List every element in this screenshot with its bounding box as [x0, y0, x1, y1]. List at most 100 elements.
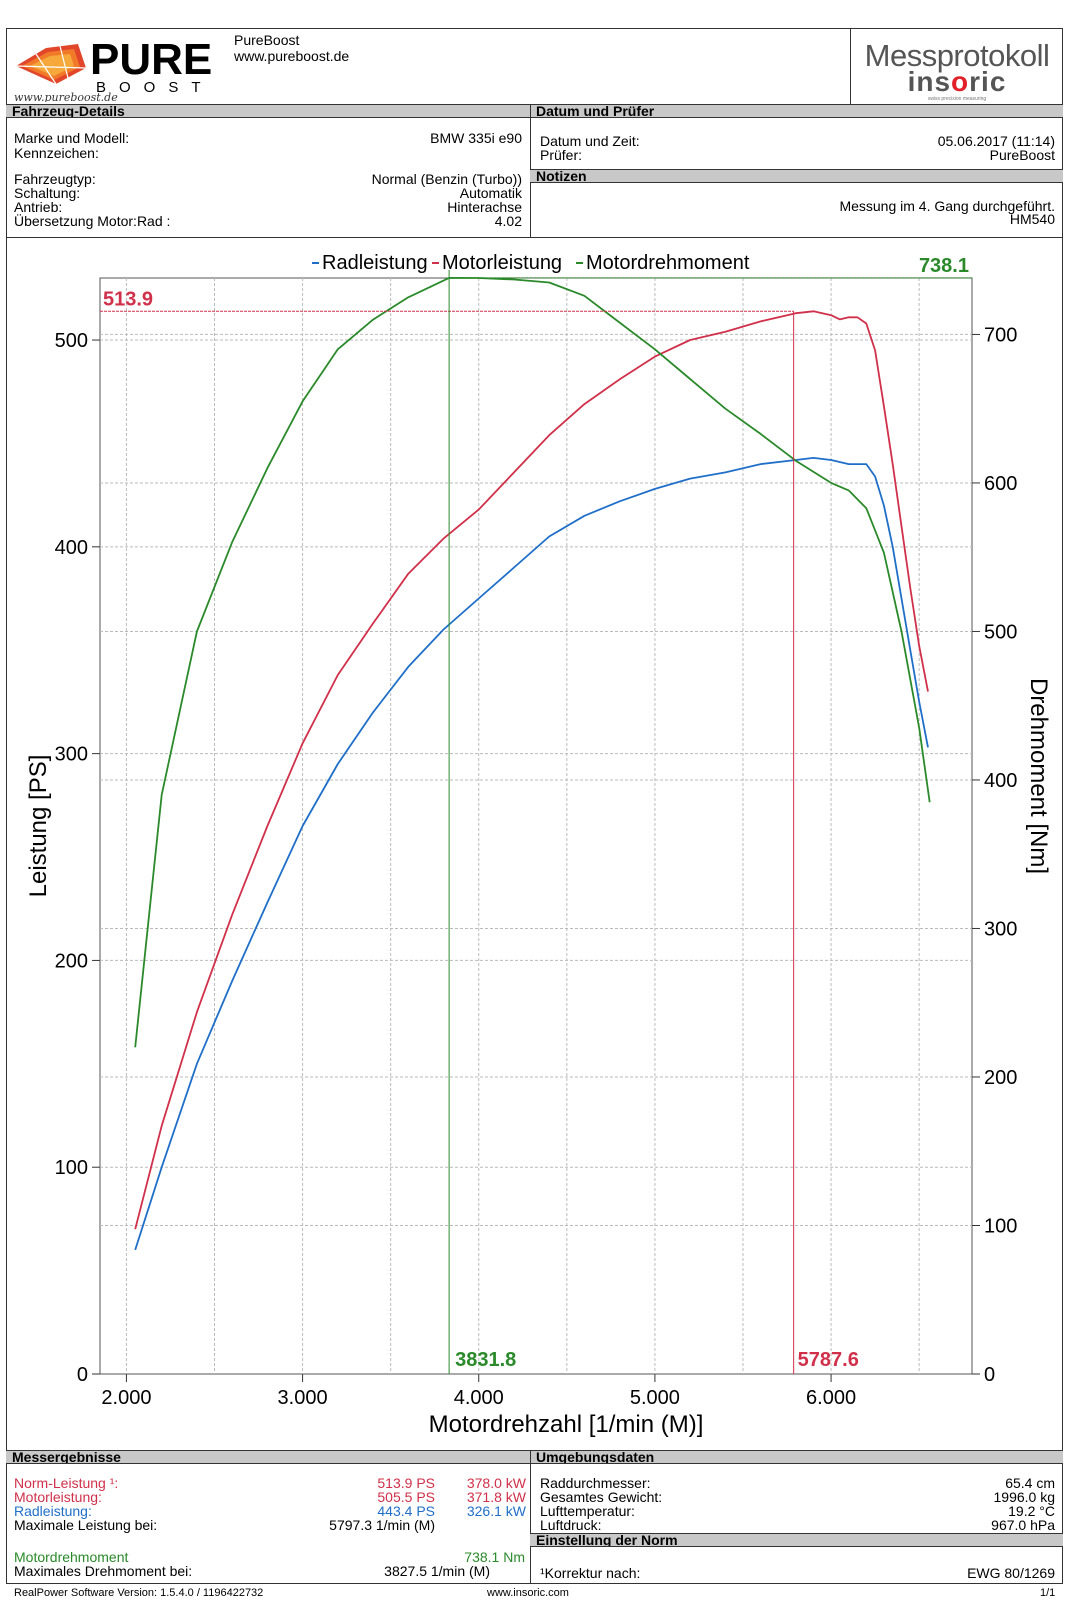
- result-ps: 5797.3 1/min (M): [329, 1517, 435, 1533]
- examiner-value: PureBoost: [989, 147, 1055, 163]
- notes-line-2: HM540: [1009, 211, 1055, 227]
- vehicle-value: BMW 335i e90: [430, 130, 522, 146]
- divider: [530, 1450, 531, 1584]
- x-tick-label: 2.000: [101, 1387, 151, 1409]
- dyno-chart: 2.000 3.000 4.000 5.000 6.000 0 100 200 300 400 50…: [25, 252, 1052, 1438]
- norm-label: ¹Korrektur nach:: [540, 1565, 641, 1581]
- y-tick-label: 200: [55, 950, 88, 972]
- environment-value: 65.4 cm: [1005, 1475, 1055, 1491]
- environment-label: Raddurchmesser:: [540, 1475, 651, 1491]
- y2-tick-label: 0: [984, 1364, 995, 1386]
- result-label: Radleistung:: [14, 1503, 92, 1519]
- y2-tick-label: 300: [984, 918, 1017, 940]
- logo-script: www.pureboost.de: [14, 91, 118, 102]
- environment-label: Luftdruck:: [540, 1517, 602, 1533]
- examiner-label: Datum und Zeit:: [540, 133, 640, 149]
- results-section-title: Messergebnisse: [6, 1450, 530, 1464]
- vehicle-label: Antrieb:: [14, 199, 63, 215]
- examiner-section-title: Datum und Prüfer: [530, 104, 1063, 118]
- y2-tick-label: 100: [984, 1215, 1017, 1237]
- vehicle-label: Marke und Modell:: [14, 130, 130, 146]
- result-label: Maximale Leistung bei:: [14, 1517, 158, 1533]
- torque-label: Motordrehmoment: [14, 1549, 129, 1565]
- company-url[interactable]: www.pureboost.de: [234, 48, 350, 64]
- max-power-label: 513.9: [103, 288, 153, 310]
- vehicle-section-title: Fahrzeug-Details: [6, 104, 530, 118]
- max-torque-label: 738.1: [919, 255, 969, 277]
- environment-label: Lufttemperatur:: [540, 1503, 635, 1519]
- series-line-radleistung: [134, 456, 929, 1251]
- footer-software-version: RealPower Software Version: 1.5.4.0 / 11…: [14, 1587, 264, 1599]
- vehicle-value: Hinterachse: [447, 199, 522, 215]
- y-tick-label: 0: [77, 1364, 88, 1386]
- examiner-label: Prüfer:: [540, 147, 583, 163]
- y2-tick-label: 700: [984, 324, 1017, 346]
- y-axis-title: Leistung [PS]: [25, 755, 52, 898]
- x-tick-label: 3.000: [278, 1387, 328, 1409]
- insoric-tagline: swiss precision measuring: [927, 96, 987, 102]
- max-torque-rpm-label: 3831.8: [455, 1349, 516, 1371]
- y-tick-label: 400: [55, 537, 88, 559]
- legend-entry: Motorleistung: [442, 252, 562, 274]
- pureboost-logo: PURE BOOST www.pureboost.de: [14, 35, 214, 102]
- y-tick-label: 300: [55, 744, 88, 766]
- vehicle-label: Übersetzung Motor:Rad :: [14, 213, 171, 229]
- company-name: PureBoost: [234, 32, 300, 48]
- company-info: PureBoost www.pureboost.de: [234, 32, 349, 64]
- vehicle-label: Fahrzeugtyp:: [14, 171, 96, 187]
- environment-value: 19.2 °C: [1008, 1503, 1055, 1519]
- environment-value: 967.0 hPa: [991, 1517, 1055, 1533]
- examiner-value: 05.06.2017 (11:14): [937, 133, 1055, 149]
- y-tick-label: 100: [55, 1157, 88, 1179]
- legend-entry: Motordrehmoment: [586, 252, 750, 274]
- series-line-motorleistung: [134, 310, 929, 1230]
- y2-tick-label: 400: [984, 770, 1017, 792]
- logo-sub: BOOST: [96, 79, 214, 96]
- x-axis-title: Motordrehzahl [1/min (M)]: [429, 1411, 704, 1438]
- max-torque-label: Maximales Drehmoment bei:: [14, 1563, 193, 1579]
- vehicle-label: Schaltung:: [14, 185, 81, 201]
- max-power-rpm-label: 5787.6: [798, 1349, 859, 1371]
- x-tick-label: 5.000: [630, 1387, 680, 1409]
- environment-label: Gesamtes Gewicht:: [540, 1489, 663, 1505]
- y2-tick-label: 500: [984, 621, 1017, 643]
- divider: [6, 237, 1063, 238]
- norm-section-title: Einstellung der Norm: [530, 1533, 1063, 1547]
- y2-tick-label: 600: [984, 473, 1017, 495]
- vehicle-label: Kennzeichen:: [14, 145, 99, 161]
- result-kw: 326.1 kW: [466, 1503, 526, 1519]
- page-frame: [6, 28, 1063, 1584]
- protocol-title: Messprotokoll: [864, 38, 1050, 73]
- result-label: Motorleistung:: [14, 1489, 102, 1505]
- result-kw: 378.0 kW: [466, 1475, 526, 1491]
- y2-tick-label: 200: [984, 1067, 1017, 1089]
- footer-url[interactable]: www.insoric.com: [487, 1587, 569, 1599]
- x-tick-label: 6.000: [806, 1387, 856, 1409]
- torque-value: 738.1 Nm: [464, 1549, 525, 1565]
- x-tick-label: 4.000: [454, 1387, 504, 1409]
- result-ps: 513.9 PS: [377, 1475, 435, 1491]
- series-line-motordrehmoment: [134, 277, 931, 1048]
- result-kw: 371.8 kW: [466, 1489, 526, 1505]
- vehicle-value: 4.02: [494, 213, 522, 229]
- result-label: Norm-Leistung ¹:: [14, 1475, 119, 1491]
- result-ps: 505.5 PS: [377, 1489, 435, 1505]
- y2-axis-title: Drehmoment [Nm]: [1025, 678, 1052, 874]
- max-torque-value: 3827.5 1/min (M): [384, 1563, 490, 1579]
- norm-value: EWG 80/1269: [967, 1565, 1055, 1581]
- plot-area: [99, 277, 973, 1375]
- environment-value: 1996.0 kg: [993, 1489, 1056, 1505]
- vehicle-value: Normal (Benzin (Turbo)): [371, 171, 522, 187]
- legend-entry: Radleistung: [322, 252, 428, 274]
- logo-text: PURE: [90, 35, 212, 84]
- result-ps: 443.4 PS: [377, 1503, 435, 1519]
- notes-section-title: Notizen: [530, 169, 1063, 183]
- notes-line-1: Messung im 4. Gang durchgeführt.: [839, 198, 1055, 214]
- insoric-logo: insoric: [907, 66, 1007, 97]
- vehicle-value: Automatik: [459, 185, 522, 201]
- protocol-box: Messprotokoll insoric swiss precision me…: [850, 28, 1063, 106]
- environment-section-title: Umgebungsdaten: [530, 1450, 1063, 1464]
- y-tick-label: 500: [55, 330, 88, 352]
- footer-page: 1/1: [1040, 1587, 1056, 1599]
- legend: Radleistung Motorleistung Motordrehmoment: [312, 252, 750, 274]
